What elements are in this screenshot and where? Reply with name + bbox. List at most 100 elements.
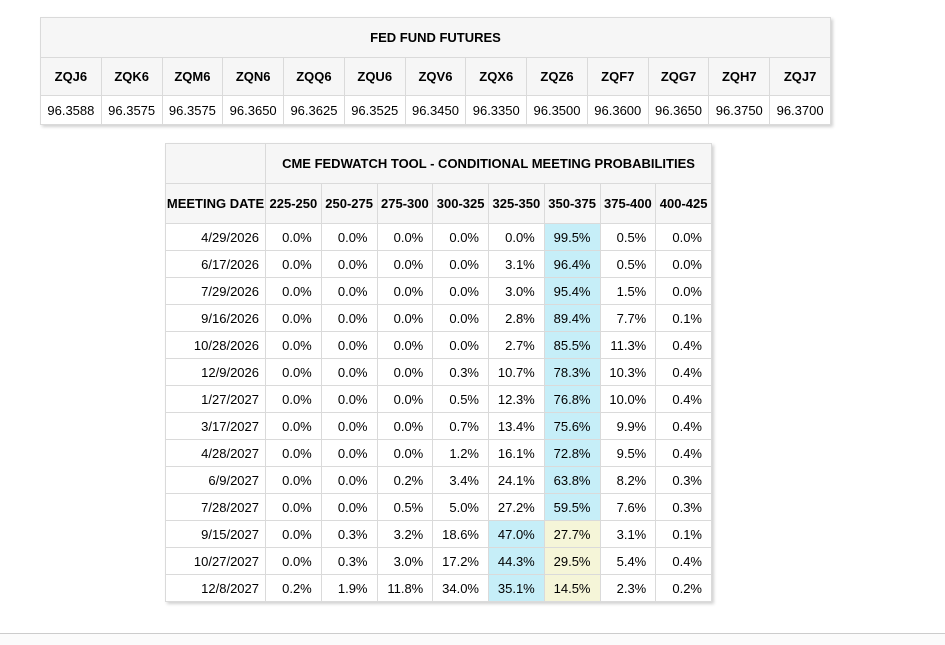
probability-cell: 2.7% xyxy=(488,331,545,359)
probability-cell: 0.0% xyxy=(655,250,712,278)
probability-cell: 14.5% xyxy=(543,574,601,602)
rate-header-cell: 300-325 xyxy=(432,183,489,224)
meeting-date-header: MEETING DATE xyxy=(165,183,266,224)
probability-cell: 0.0% xyxy=(265,547,322,575)
probability-cell: 27.2% xyxy=(488,493,545,521)
probability-cell: 3.0% xyxy=(376,547,434,575)
probability-cell: 0.0% xyxy=(265,304,322,332)
probability-cell: 0.3% xyxy=(655,466,712,494)
futures-value-cell: 96.3750 xyxy=(708,95,771,125)
probability-cell: 95.4% xyxy=(543,277,601,305)
fedwatch-title: CME FEDWATCH TOOL - CONDITIONAL MEETING … xyxy=(265,143,712,184)
probability-cell: 0.0% xyxy=(320,277,378,305)
probability-cell: 35.1% xyxy=(488,574,545,602)
probability-cell: 0.0% xyxy=(376,385,434,413)
probability-cell: 0.0% xyxy=(320,331,378,359)
probability-cell: 10.0% xyxy=(599,385,657,413)
futures-value-cell: 96.3575 xyxy=(161,95,224,125)
probability-cell: 0.7% xyxy=(432,412,489,440)
probability-cell: 34.0% xyxy=(432,574,489,602)
futures-code-cell: ZQK6 xyxy=(100,57,163,96)
table-row: 9/16/2026 0.0% 0.0% 0.0% 0.0% 2.8% 89.4% 7.7% 0.… xyxy=(165,304,712,332)
probability-cell: 0.0% xyxy=(265,520,322,548)
probability-cell: 72.8% xyxy=(543,439,601,467)
bottom-divider xyxy=(0,633,945,645)
probability-cell: 13.4% xyxy=(488,412,545,440)
probability-cell: 0.0% xyxy=(265,466,322,494)
probability-cell: 75.6% xyxy=(543,412,601,440)
probability-cell: 16.1% xyxy=(488,439,545,467)
probability-cell: 0.0% xyxy=(265,277,322,305)
probability-cell: 11.8% xyxy=(376,574,434,602)
fedwatch-body: 4/29/2026 0.0% 0.0% 0.0% 0.0% 0.0% 99.5% 0.5% 0.… xyxy=(165,223,712,602)
probability-cell: 0.0% xyxy=(320,304,378,332)
meeting-date-cell: 9/16/2026 xyxy=(165,304,266,332)
rate-header-cell: 375-400 xyxy=(599,183,657,224)
probability-cell: 9.5% xyxy=(599,439,657,467)
futures-value-cell: 96.3588 xyxy=(40,95,102,125)
probability-cell: 0.0% xyxy=(432,304,489,332)
meeting-date-cell: 9/15/2027 xyxy=(165,520,266,548)
futures-value-cell: 96.3650 xyxy=(222,95,285,125)
probability-cell: 47.0% xyxy=(488,520,545,548)
probability-cell: 10.7% xyxy=(488,358,545,386)
futures-code-cell: ZQX6 xyxy=(465,57,528,96)
probability-cell: 1.5% xyxy=(599,277,657,305)
futures-code-cell: ZQG7 xyxy=(647,57,710,96)
meeting-date-cell: 10/28/2026 xyxy=(165,331,266,359)
probability-cell: 0.0% xyxy=(265,250,322,278)
futures-title: FED FUND FUTURES xyxy=(40,17,831,58)
probability-cell: 0.3% xyxy=(320,547,378,575)
probability-cell: 11.3% xyxy=(599,331,657,359)
table-row: 10/27/2027 0.0% 0.3% 3.0% 17.2% 44.3% 29.5% 5.4… xyxy=(165,547,712,575)
probability-cell: 0.0% xyxy=(376,223,434,251)
fedwatch-header-row: MEETING DATE 225-250 250-275 275-300 300-32… xyxy=(165,183,712,224)
probability-cell: 0.0% xyxy=(265,493,322,521)
table-row: 7/29/2026 0.0% 0.0% 0.0% 0.0% 3.0% 95.4% 1.5% 0.… xyxy=(165,277,712,305)
table-row: 12/9/2026 0.0% 0.0% 0.0% 0.3% 10.7% 78.3% 10.3%… xyxy=(165,358,712,386)
futures-value-cell: 96.3650 xyxy=(647,95,710,125)
futures-code-row: ZQJ6 ZQK6 ZQM6 ZQN6 ZQQ6 ZQU6 ZQV6 ZQX6 ZQZ6 ZQF7… xyxy=(40,57,831,96)
probability-cell: 0.0% xyxy=(265,358,322,386)
probability-cell: 0.0% xyxy=(376,277,434,305)
meeting-date-cell: 4/29/2026 xyxy=(165,223,266,251)
probability-cell: 29.5% xyxy=(543,547,601,575)
futures-value-cell: 96.3575 xyxy=(100,95,163,125)
probability-cell: 0.0% xyxy=(320,385,378,413)
probability-cell: 9.9% xyxy=(599,412,657,440)
probability-cell: 24.1% xyxy=(488,466,545,494)
table-row: 12/8/2027 0.2% 1.9% 11.8% 34.0% 35.1% 14.5% 2.3… xyxy=(165,574,712,602)
probability-cell: 0.0% xyxy=(320,358,378,386)
futures-value-cell: 96.3600 xyxy=(586,95,649,125)
rate-header-cell: 325-350 xyxy=(488,183,545,224)
probability-cell: 0.5% xyxy=(599,223,657,251)
probability-cell: 3.2% xyxy=(376,520,434,548)
table-row: 4/29/2026 0.0% 0.0% 0.0% 0.0% 0.0% 99.5% 0.5% 0.… xyxy=(165,223,712,251)
probability-cell: 0.5% xyxy=(599,250,657,278)
futures-code-cell: ZQF7 xyxy=(586,57,649,96)
meeting-date-cell: 1/27/2027 xyxy=(165,385,266,413)
futures-code-cell: ZQJ7 xyxy=(769,57,831,96)
probability-cell: 7.7% xyxy=(599,304,657,332)
probability-cell: 76.8% xyxy=(543,385,601,413)
probability-cell: 0.4% xyxy=(655,547,712,575)
probability-cell: 0.0% xyxy=(432,223,489,251)
meeting-date-cell: 10/27/2027 xyxy=(165,547,266,575)
probability-cell: 27.7% xyxy=(543,520,601,548)
table-row: 9/15/2027 0.0% 0.3% 3.2% 18.6% 47.0% 27.7% 3.1%… xyxy=(165,520,712,548)
probability-cell: 18.6% xyxy=(432,520,489,548)
fedwatch-corner-cell xyxy=(165,143,266,184)
probability-cell: 7.6% xyxy=(599,493,657,521)
probability-cell: 0.0% xyxy=(265,412,322,440)
probability-cell: 0.1% xyxy=(655,520,712,548)
probability-cell: 0.0% xyxy=(432,331,489,359)
probability-cell: 0.4% xyxy=(655,385,712,413)
futures-code-cell: ZQJ6 xyxy=(40,57,102,96)
probability-cell: 12.3% xyxy=(488,385,545,413)
probability-cell: 2.8% xyxy=(488,304,545,332)
futures-code-cell: ZQH7 xyxy=(708,57,771,96)
futures-title-row: FED FUND FUTURES xyxy=(40,17,831,58)
probability-cell: 0.0% xyxy=(320,412,378,440)
table-row: 7/28/2027 0.0% 0.0% 0.5% 5.0% 27.2% 59.5% 7.6% 0… xyxy=(165,493,712,521)
probability-cell: 0.0% xyxy=(376,358,434,386)
